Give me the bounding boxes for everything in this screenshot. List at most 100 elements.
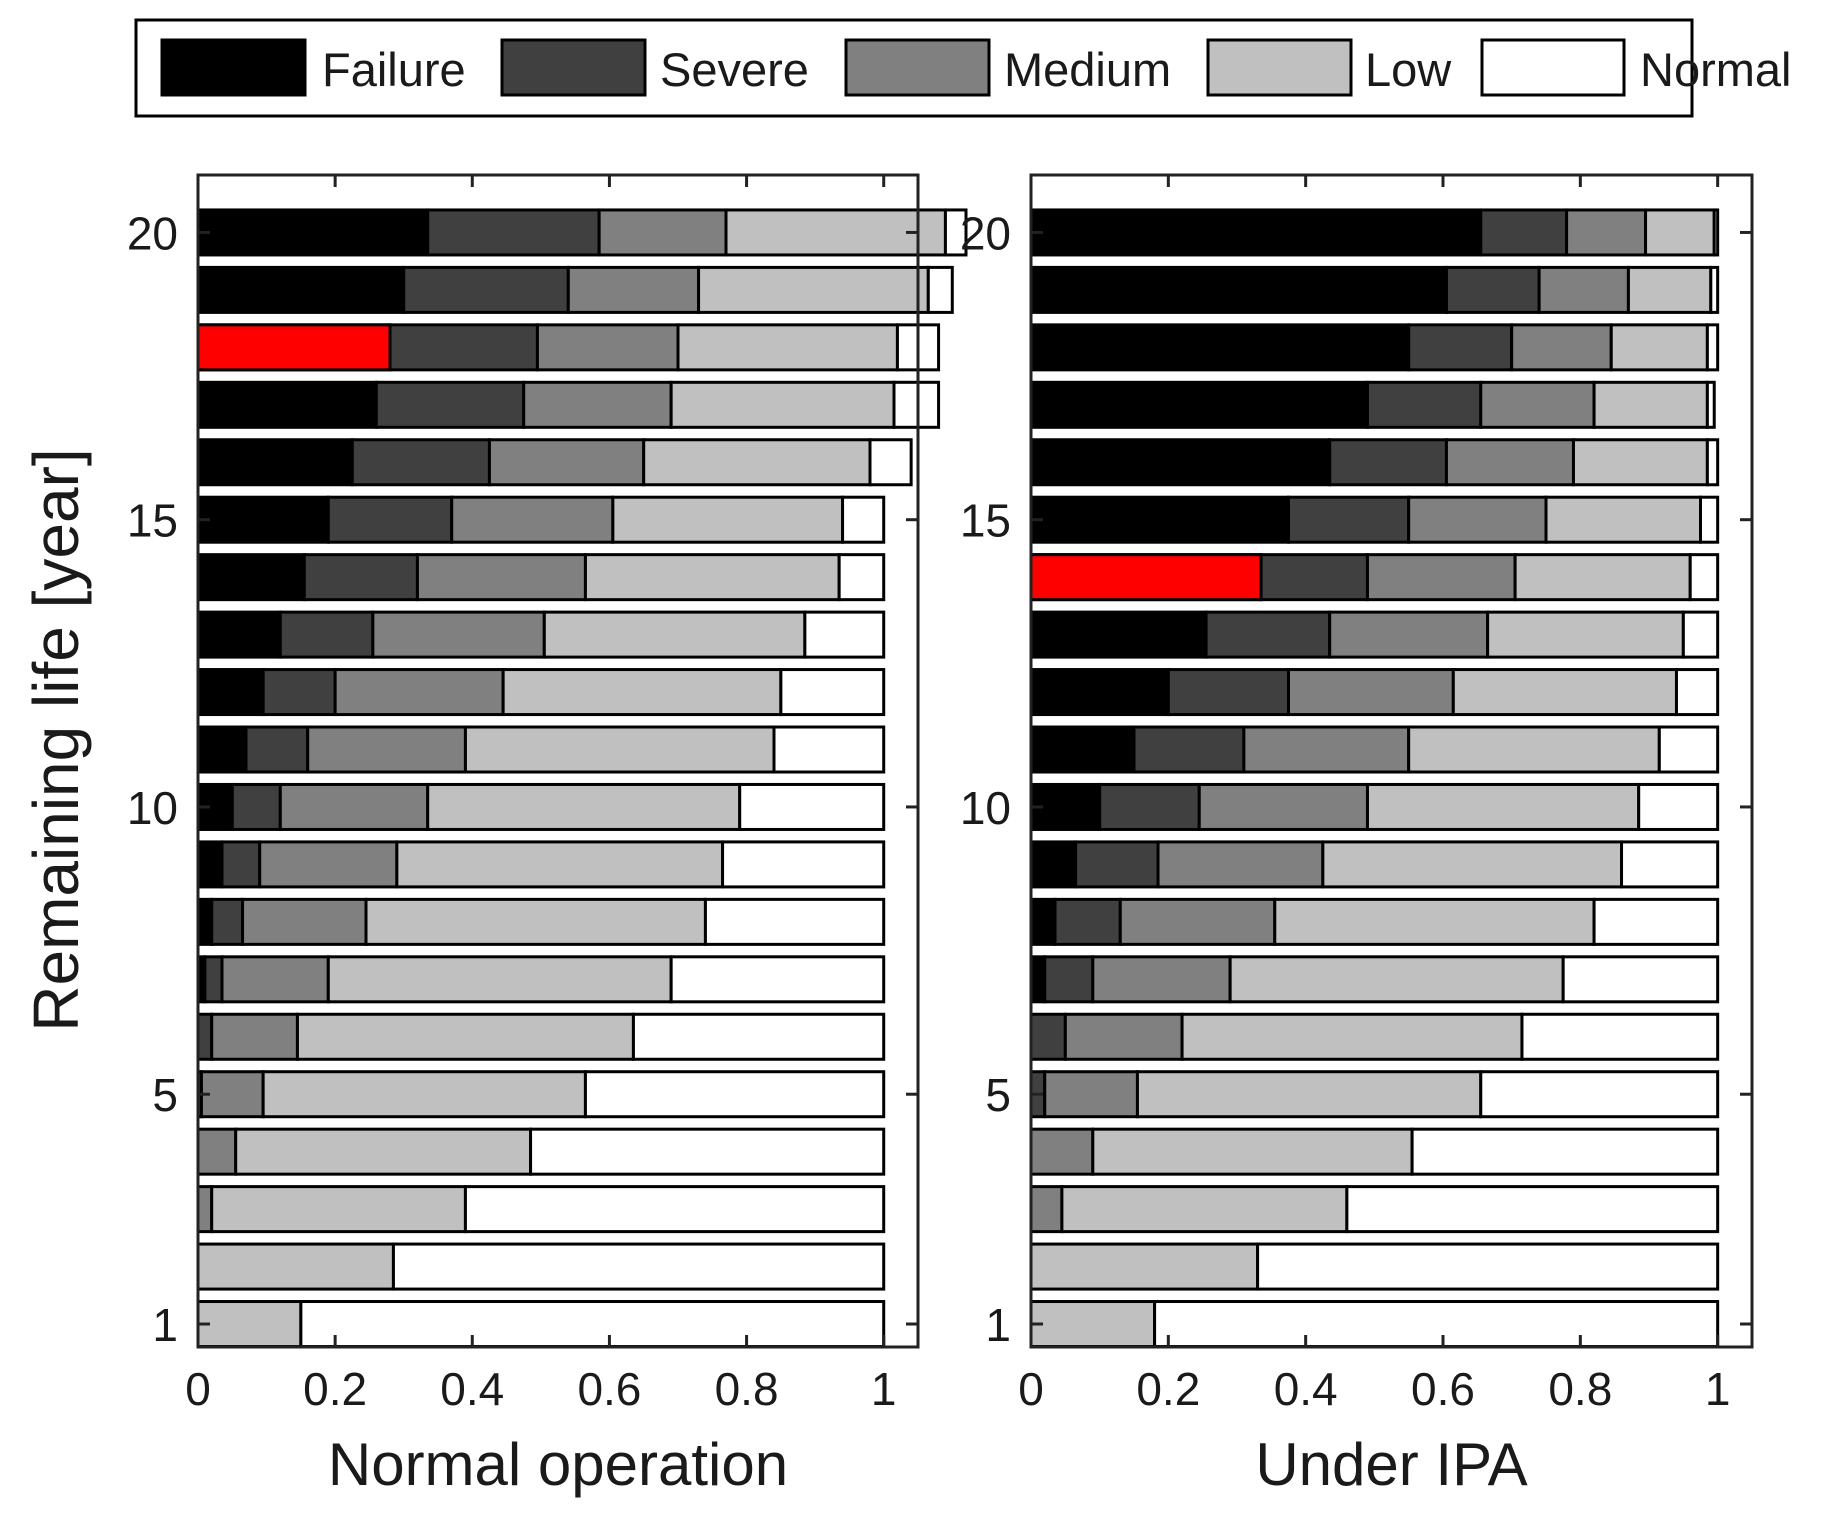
bar-segment-failure <box>196 438 354 487</box>
bar-row-year-5 <box>1029 1070 1720 1119</box>
y-tick-label: 10 <box>127 782 178 834</box>
bar-segment-failure <box>1029 380 1369 429</box>
bar-segment-severe <box>1365 380 1483 429</box>
bar-segment-low <box>196 1300 303 1349</box>
bar-segment-normal <box>841 495 886 544</box>
legend-swatch-failure <box>160 38 307 97</box>
bar-segment-normal <box>299 1300 886 1349</box>
bar-row-year-19 <box>1029 265 1720 314</box>
bar-row-year-16 <box>1029 438 1720 487</box>
x-axis: 0 0.2 0.4 0.6 0.8 1 <box>185 175 897 1415</box>
bar-segment-low <box>1609 323 1709 372</box>
bar-segment-normal <box>943 208 968 257</box>
bar-segment-normal <box>1561 955 1720 1004</box>
bar-segment-normal <box>1592 897 1720 946</box>
bar-segment-medium <box>1328 610 1490 659</box>
bars <box>196 208 968 1349</box>
bar-segment-normal <box>1674 668 1720 717</box>
y-tick-label: 20 <box>960 207 1011 259</box>
y-tick-label: 1 <box>152 1299 178 1351</box>
bar-segment-medium <box>220 955 330 1004</box>
bar-segment-low <box>1273 897 1596 946</box>
x-axis-title: Normal operation <box>328 1431 788 1498</box>
bar-segment-medium <box>1287 668 1455 717</box>
bar-segment-failure <box>196 668 265 717</box>
bar-row-year-15 <box>1029 495 1720 544</box>
bar-segment-medium <box>597 208 728 257</box>
legend-swatch-medium <box>844 38 991 97</box>
bar-segment-medium <box>1510 323 1613 372</box>
bar-row-year-18 <box>1029 323 1720 372</box>
y-tick-label: 5 <box>985 1069 1011 1121</box>
bar-row-year-20 <box>1029 208 1720 257</box>
bar-segment-low <box>1180 1012 1524 1061</box>
bar-segment-severe <box>1053 897 1122 946</box>
bar-segment-normal <box>738 782 886 831</box>
bar-segment-normal <box>631 1012 886 1061</box>
bar-segment-medium <box>1063 1012 1184 1061</box>
bar-segment-severe <box>203 955 224 1004</box>
bar-segment-medium <box>450 495 615 544</box>
bar-row-year-3 <box>196 1185 886 1234</box>
bar-segment-failure <box>196 553 306 602</box>
bar-segment-failure <box>196 265 406 314</box>
bar-segment-failure <box>1029 725 1136 774</box>
bar-segment-low <box>1029 1242 1260 1291</box>
bar-segment-medium <box>1118 897 1277 946</box>
bar-row-year-4 <box>1029 1127 1720 1176</box>
bar-segment-normal <box>1705 438 1720 487</box>
bar-segment-severe <box>1204 610 1332 659</box>
bar-segment-normal <box>926 265 954 314</box>
y-tick-label: 10 <box>960 782 1011 834</box>
bar-segment-severe <box>1259 553 1369 602</box>
bar-segment-severe <box>220 840 262 889</box>
bar-segment-low <box>1060 1185 1349 1234</box>
bar-row-year-6 <box>1029 1012 1720 1061</box>
legend-item-normal: Normal <box>1480 38 1791 97</box>
bar-segment-medium <box>278 782 430 831</box>
bar-segment-low <box>364 897 707 946</box>
bar-segment-normal <box>583 1070 886 1119</box>
bar-row-year-4 <box>196 1127 886 1176</box>
bar-segment-low <box>326 955 673 1004</box>
bar-segment-normal <box>669 955 886 1004</box>
x-tick-label: 0.4 <box>440 1363 504 1415</box>
bar-segment-highlight <box>1029 553 1263 602</box>
bar-segment-medium <box>1565 208 1648 257</box>
bar-segment-normal <box>1637 782 1720 831</box>
bar-row-year-9 <box>196 840 886 889</box>
bar-segment-low <box>697 265 930 314</box>
bar-row-year-2 <box>1029 1242 1720 1291</box>
bar-segment-normal <box>529 1127 886 1176</box>
legend-item-medium: Medium <box>844 38 1171 97</box>
bar-segment-normal <box>1345 1185 1720 1234</box>
y-tick-label: 20 <box>127 207 178 259</box>
bar-segment-severe <box>230 782 282 831</box>
bar-row-year-11 <box>196 725 886 774</box>
bar-segment-low <box>676 323 899 372</box>
bar-segment-low <box>1626 265 1713 314</box>
bar-segment-normal <box>779 668 886 717</box>
bar-segment-failure <box>1029 323 1411 372</box>
bar-segment-normal <box>1705 323 1720 372</box>
bar-row-year-2 <box>196 1242 886 1291</box>
bar-segment-low <box>1513 553 1692 602</box>
legend-swatch-severe <box>500 38 647 97</box>
x-axis: 0 0.2 0.4 0.6 0.8 1 <box>1018 175 1730 1415</box>
y-tick-label: 15 <box>960 495 1011 547</box>
bar-segment-low <box>669 380 896 429</box>
bar-row-year-8 <box>1029 897 1720 946</box>
bar-segment-failure <box>1029 955 1047 1004</box>
x-tick-label: 0.2 <box>303 1363 367 1415</box>
bar-segment-medium <box>1029 1127 1095 1176</box>
bar-segment-normal <box>803 610 886 659</box>
bar-row-year-5 <box>196 1070 886 1119</box>
bar-row-year-12 <box>196 668 886 717</box>
bar-segment-failure <box>196 610 282 659</box>
bar-row-year-13 <box>196 610 886 659</box>
x-tick-label: 0.2 <box>1136 1363 1200 1415</box>
bar-segment-low <box>196 1242 395 1291</box>
bar-segment-severe <box>1407 323 1514 372</box>
bar-segment-medium <box>1091 955 1232 1004</box>
